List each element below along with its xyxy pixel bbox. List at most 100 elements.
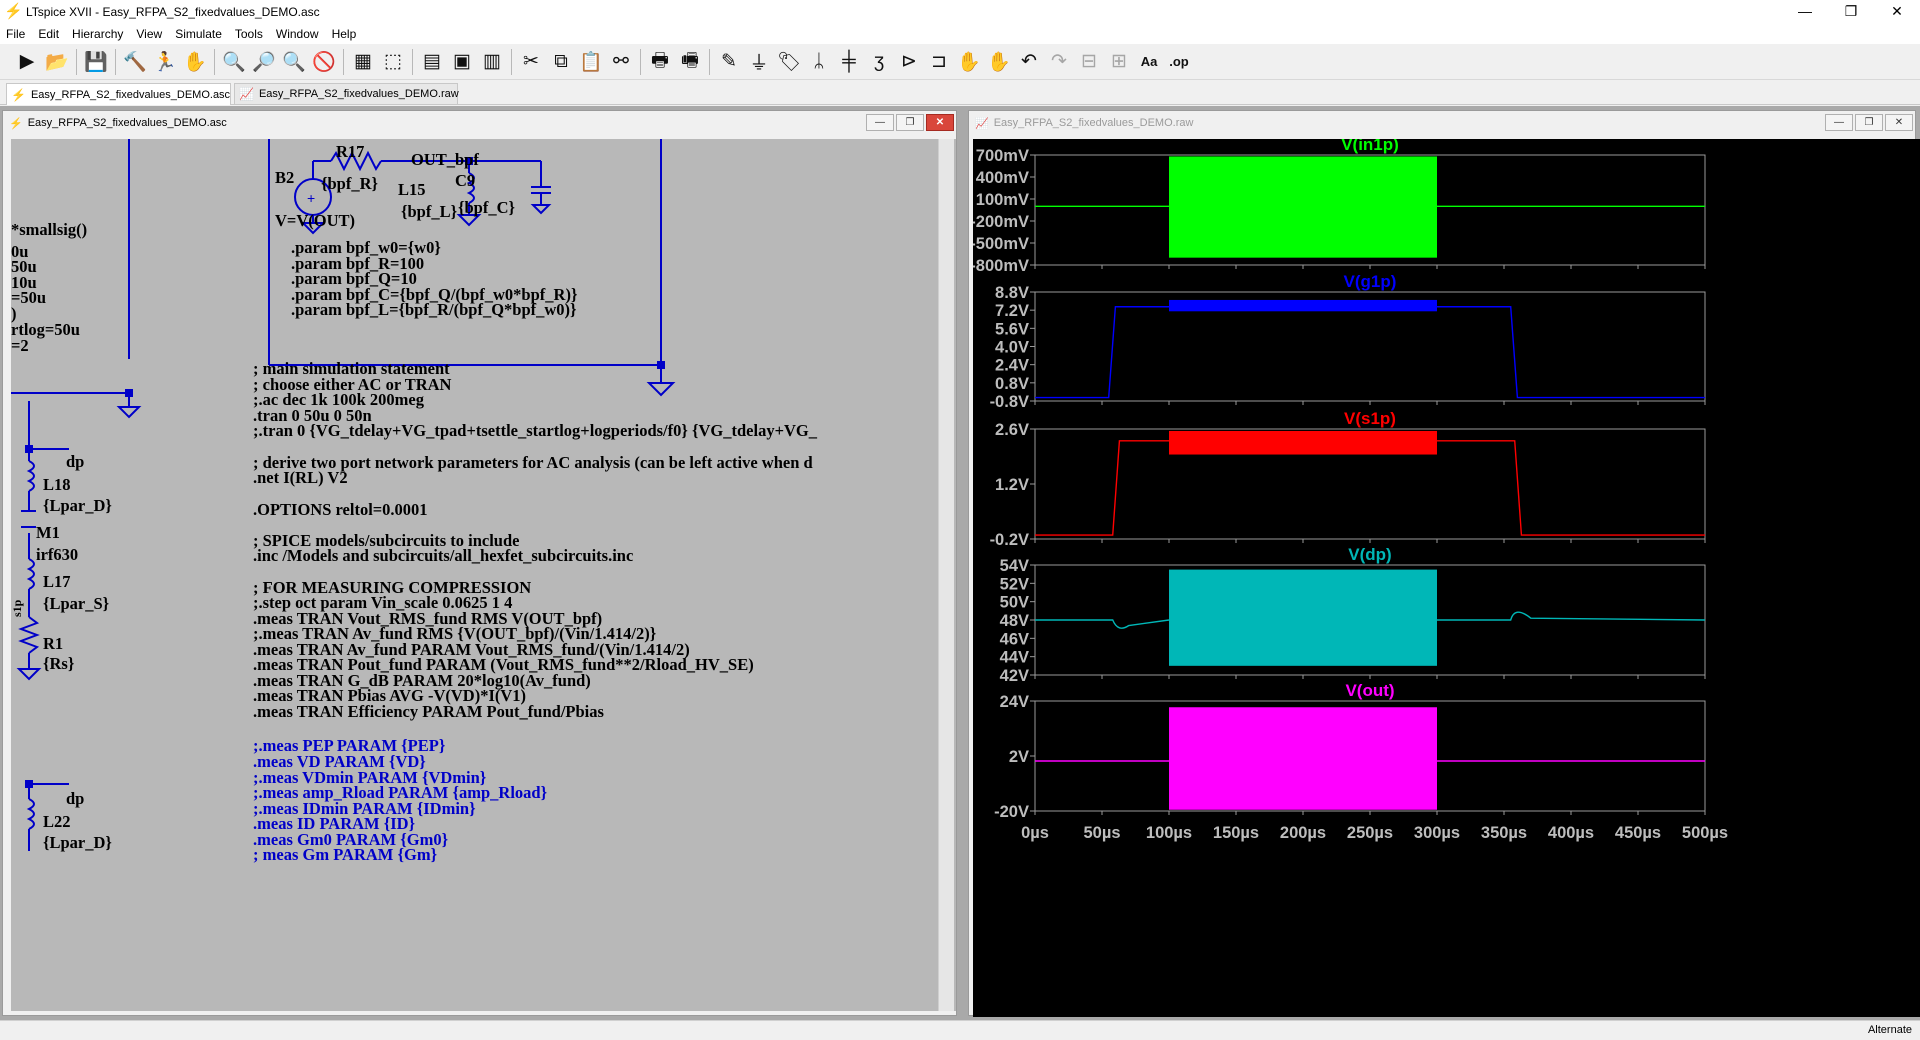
schematic-text[interactable]: R1: [43, 634, 64, 653]
waveform-chart[interactable]: V(in1p) 700mV 400mV 100mV -200mV -500mV -800mV…: [973, 139, 1911, 1017]
tab-schematic[interactable]: ⚡ Easy_RFPA_S2_fixedvalues_DEMO.asc: [6, 83, 231, 105]
schematic-text[interactable]: ;.meas amp_Rload PARAM {amp_Rload}: [253, 783, 548, 802]
copy-icon[interactable]: ⧉: [554, 50, 568, 72]
schematic-text[interactable]: .param bpf_w0={w0}: [291, 238, 441, 257]
schematic-text[interactable]: ; main simulation statement: [253, 359, 450, 378]
schematic-text[interactable]: =50u: [11, 288, 47, 307]
schematic-text[interactable]: ; choose either AC or TRAN: [253, 375, 452, 394]
schematic-text[interactable]: B2: [275, 168, 295, 187]
schematic-text[interactable]: ;.step oct param Vin_scale 0.0625 1 4: [253, 593, 513, 612]
print-preview-icon[interactable]: 🖷: [681, 49, 699, 71]
schematic-text[interactable]: ;.ac dec 1k 100k 200meg: [253, 390, 424, 409]
schematic-text[interactable]: .meas ID PARAM {ID}: [253, 814, 416, 833]
schematic-text[interactable]: M1: [36, 523, 60, 542]
tile-vertical-icon[interactable]: ▥: [483, 51, 501, 72]
schematic-text[interactable]: ;.tran 0 {VG_tdelay+VG_tpad+tsettle_star…: [253, 421, 817, 440]
autorange-icon[interactable]: ▦: [354, 51, 372, 72]
print-icon[interactable]: 🖶: [651, 49, 669, 71]
trace-title[interactable]: V(dp): [1348, 545, 1391, 564]
label-net-icon[interactable]: 🏷: [776, 51, 802, 73]
schematic-text[interactable]: .meas VD PARAM {VD}: [253, 752, 426, 771]
cut-icon[interactable]: ✂: [523, 51, 539, 72]
schematic-text[interactable]: .param bpf_C={bpf_Q/(bpf_w0*bpf_R)}: [291, 285, 578, 304]
schematic-text[interactable]: .meas TRAN Av_fund PARAM Vout_RMS_fund/(…: [253, 640, 690, 659]
schematic-text[interactable]: ; meas Gm PARAM {Gm}: [253, 845, 438, 864]
schematic-text[interactable]: L22: [43, 812, 71, 831]
schematic-text[interactable]: ;.meas IDmin PARAM {IDmin}: [253, 799, 476, 818]
trace-title[interactable]: V(g1p): [1344, 272, 1397, 291]
schematic-text[interactable]: L17: [43, 572, 71, 591]
schematic-text[interactable]: ; SPICE models/subcircuits to include: [253, 531, 520, 550]
trace-title[interactable]: V(in1p): [1341, 139, 1399, 154]
schematic-text[interactable]: irf630: [36, 545, 79, 564]
schematic-text[interactable]: L15: [398, 180, 426, 199]
waveform-maximize-button[interactable]: ❐: [1855, 114, 1883, 131]
waveform-close-button[interactable]: ✕: [1885, 114, 1913, 131]
schematic-text[interactable]: 50u: [11, 257, 37, 276]
menu-hierarchy[interactable]: Hierarchy: [72, 27, 124, 41]
schematic-text[interactable]: 0u: [11, 242, 29, 261]
schematic-text[interactable]: V=V(OUT): [275, 211, 355, 230]
schematic-text[interactable]: .param bpf_L={bpf_R/(bpf_Q*bpf_w0)}: [291, 300, 577, 319]
schematic-text[interactable]: .meas TRAN Pout_fund PARAM (Vout_RMS_fun…: [253, 655, 754, 674]
halt-icon[interactable]: 🏃: [153, 51, 177, 73]
spice-directive-icon[interactable]: .op: [1169, 54, 1189, 69]
move-icon[interactable]: ✋: [957, 51, 981, 73]
schematic-text[interactable]: C9: [455, 171, 476, 190]
menu-tools[interactable]: Tools: [234, 27, 263, 41]
schematic-text[interactable]: .meas TRAN Pbias AVG -V(VD)*I(V1): [253, 686, 527, 705]
schematic-text[interactable]: =2: [11, 336, 29, 355]
menu-edit[interactable]: Edit: [38, 27, 60, 41]
schematic-close-button[interactable]: ✕: [926, 114, 954, 131]
menu-simulate[interactable]: Simulate: [175, 27, 222, 41]
paste-icon[interactable]: 📋: [579, 51, 603, 73]
schematic-text[interactable]: .net I(RL) V2: [253, 468, 348, 487]
schematic-canvas[interactable]: + s1p R17 OUT_bpf {bpf_R} B2 C9 L15 {bpf_L} {bp…: [11, 139, 956, 1011]
schematic-text[interactable]: {bpf_R}: [321, 174, 379, 193]
diode-icon[interactable]: ⊳: [901, 51, 917, 72]
trace-title[interactable]: V(s1p): [1344, 409, 1396, 428]
menu-view[interactable]: View: [136, 27, 163, 41]
schematic-text[interactable]: dp: [66, 789, 85, 808]
schematic-text[interactable]: {bpf_C}: [458, 198, 516, 217]
schematic-text[interactable]: .param bpf_R=100: [291, 254, 425, 273]
waveform-plot-area[interactable]: V(in1p) 700mV 400mV 100mV -200mV -500mV -800mV…: [973, 139, 1920, 1017]
schematic-text[interactable]: ;.meas VDmin PARAM {VDmin}: [253, 768, 487, 787]
draw-wire-icon[interactable]: ✎: [721, 51, 737, 72]
zoom-in-icon[interactable]: 🔍: [222, 51, 246, 73]
schematic-text[interactable]: R17: [336, 142, 365, 161]
cascade-icon[interactable]: ▣: [453, 51, 471, 72]
redo-icon[interactable]: ↷: [1051, 51, 1067, 72]
schematic-maximize-button[interactable]: ❐: [896, 114, 924, 131]
capacitor-icon[interactable]: ╪: [842, 50, 856, 72]
waveform-window-titlebar[interactable]: 📈 Easy_RFPA_S2_fixedvalues_DEMO.raw — ❐ …: [969, 111, 1915, 135]
component-icon[interactable]: ⊐: [931, 51, 947, 72]
find-icon[interactable]: ⚯: [613, 51, 629, 72]
undo-icon[interactable]: ↶: [1021, 51, 1037, 72]
open-icon[interactable]: 📂: [45, 51, 69, 73]
schematic-text[interactable]: ): [11, 304, 17, 323]
schematic-minimize-button[interactable]: —: [866, 114, 894, 131]
schematic-vertical-scrollbar[interactable]: [938, 139, 954, 1011]
menu-file[interactable]: File: [6, 27, 26, 41]
menu-window[interactable]: Window: [275, 27, 319, 41]
resistor-icon[interactable]: ᛦ: [813, 50, 825, 72]
schematic-text[interactable]: rtlog=50u: [11, 320, 80, 339]
schematic-text[interactable]: .meas TRAN Vout_RMS_fund RMS V(OUT_bpf): [253, 609, 603, 628]
deselect-icon[interactable]: ⬚: [384, 51, 402, 72]
schematic-text[interactable]: 10u: [11, 273, 37, 292]
schematic-text[interactable]: ; derive two port network parameters for…: [253, 453, 813, 472]
tile-horizontal-icon[interactable]: ▤: [423, 51, 441, 72]
waveform-minimize-button[interactable]: —: [1825, 114, 1853, 131]
zoom-fit-icon[interactable]: 🚫: [312, 51, 336, 73]
schematic-text[interactable]: {Lpar_S}: [43, 594, 110, 613]
zoom-out-icon[interactable]: 🔍: [282, 51, 306, 73]
run-icon[interactable]: ▶: [19, 51, 35, 72]
tab-waveform[interactable]: 📈 Easy_RFPA_S2_fixedvalues_DEMO.raw: [234, 83, 459, 104]
schematic-text[interactable]: .meas TRAN G_dB PARAM 20*log10(Av_fund): [253, 671, 591, 690]
control-panel-icon[interactable]: 🔨: [123, 51, 147, 73]
inductor-icon[interactable]: ʒ: [873, 50, 885, 72]
save-icon[interactable]: 💾: [84, 51, 108, 73]
schematic-text[interactable]: {Lpar_D}: [43, 833, 112, 852]
close-button[interactable]: ✕: [1891, 3, 1903, 19]
